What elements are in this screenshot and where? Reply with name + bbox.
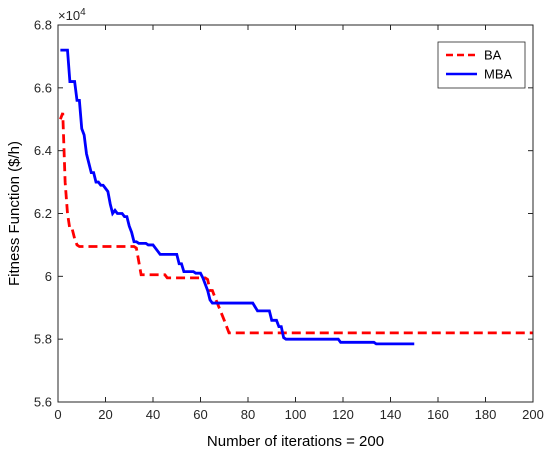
series-line-ba [59, 112, 533, 335]
series-line-mba [60, 48, 415, 346]
legend-mba-label: MBA [484, 67, 513, 82]
legend-box [437, 41, 526, 89]
series-layer [59, 48, 533, 346]
y-exponent-label: ×104 [58, 7, 86, 23]
x-tick-label: 0 [54, 407, 61, 422]
y-exponent-power: 4 [80, 7, 86, 18]
x-tick-label: 140 [380, 407, 402, 422]
y-tick-label: 6.2 [34, 206, 52, 221]
x-tick-label: 100 [285, 407, 307, 422]
ticks-layer: 0 20 40 60 80 100 120 140 160 180 200 5.6 5.8 6 6.2 6.4… [34, 18, 544, 423]
x-tick-label: 180 [475, 407, 497, 422]
x-tick-label: 200 [522, 407, 544, 422]
legend: BA MBA [437, 41, 526, 89]
y-axis-label: Fitness Function ($/h) [6, 141, 23, 286]
y-tick-label: 6.8 [34, 18, 52, 33]
x-tick-label: 60 [193, 407, 207, 422]
x-tick-label: 20 [98, 407, 112, 422]
y-exponent-base: ×10 [58, 8, 80, 23]
x-tick-label: 40 [146, 407, 160, 422]
y-tick-label: 6 [45, 269, 52, 284]
legend-ba-label: BA [484, 48, 502, 63]
y-tick-label: 5.6 [34, 395, 52, 410]
x-tick-label: 160 [427, 407, 449, 422]
x-tick-label: 120 [332, 407, 354, 422]
y-tick-label: 6.4 [34, 143, 52, 158]
y-tick-label: 5.8 [34, 332, 52, 347]
x-tick-label: 80 [241, 407, 255, 422]
y-tick-label: 6.6 [34, 80, 52, 95]
x-axis-label: Number of iterations = 200 [207, 433, 384, 450]
